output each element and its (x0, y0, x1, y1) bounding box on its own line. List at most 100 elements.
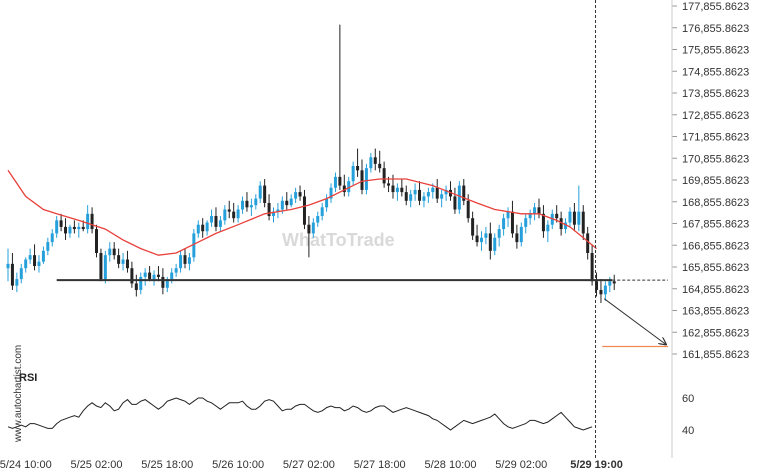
candle-body (192, 233, 196, 258)
time-tick-label: 5/29 19:00 (570, 459, 623, 471)
candle-body (387, 183, 391, 186)
candle-body (444, 189, 448, 195)
candle-body (329, 187, 333, 199)
candle-body (382, 168, 386, 184)
candle-body (484, 233, 488, 238)
time-tick-label: 5/28 10:00 (425, 459, 477, 471)
candle-body (347, 181, 351, 193)
candle-body (325, 198, 329, 208)
candle-body (108, 248, 112, 256)
candle-body (369, 157, 373, 169)
candle-body (395, 187, 399, 193)
candle-body (90, 213, 94, 230)
candle-body (475, 235, 479, 243)
candle-body (112, 248, 116, 256)
candle-body (272, 211, 275, 217)
candle-body (15, 279, 19, 286)
candle-body (86, 213, 90, 230)
candle-body (426, 192, 430, 197)
candle-body (218, 220, 222, 227)
price-tick-label: 173,855.8623 (682, 88, 749, 100)
candle-body (453, 196, 457, 210)
candle-body (360, 170, 364, 190)
candle-body (280, 200, 284, 210)
candle-body (471, 218, 475, 236)
candle-body (81, 226, 85, 230)
candle-body (502, 218, 506, 230)
rsi-tick-label: 60 (682, 393, 694, 405)
rsi-title: RSI (19, 372, 37, 384)
candle-body (143, 272, 147, 277)
candle-body (391, 185, 395, 193)
candle-body (139, 276, 143, 290)
candle-body (196, 224, 200, 234)
time-tick-label: 5/27 02:00 (283, 459, 335, 471)
candle-body (431, 187, 435, 193)
candle-body (174, 268, 178, 273)
candle-body (510, 211, 514, 234)
candle-body (555, 213, 559, 219)
candle-body (289, 198, 293, 206)
candle-body (435, 187, 439, 199)
candle-body (537, 207, 541, 214)
overlays (56, 0, 668, 458)
projection-arrow (603, 298, 666, 345)
candle-body (236, 209, 240, 219)
candle-body (462, 185, 466, 201)
candle-body (564, 222, 568, 230)
candle-body (413, 189, 417, 195)
candle-body (241, 200, 245, 210)
candle-body (506, 211, 510, 219)
candle-body (603, 285, 607, 295)
candle-body (210, 216, 214, 223)
candle-body (161, 276, 165, 288)
price-tick-label: 162,855.8623 (682, 327, 749, 339)
time-tick-label: 5/29 02:00 (495, 459, 547, 471)
rsi-axis: 60 40 (682, 393, 694, 437)
candle-body (6, 263, 10, 269)
candle-body (187, 257, 191, 264)
candle-body (55, 220, 59, 234)
time-tick-label: 5/27 18:00 (354, 459, 406, 471)
candles (6, 24, 616, 304)
price-tick-label: 165,855.8623 (682, 262, 749, 274)
time-tick-label: 5/25 02:00 (71, 459, 123, 471)
candle-body (103, 255, 107, 280)
candle-body (50, 233, 54, 243)
candle-body (524, 218, 528, 227)
price-tick-label: 171,855.8623 (682, 132, 749, 144)
candle-body (99, 252, 103, 280)
candle-body (10, 263, 14, 286)
candle-body (479, 237, 483, 243)
candle-body (577, 211, 581, 225)
candle-body (409, 194, 413, 201)
candle-body (258, 185, 262, 199)
candle-body (183, 255, 187, 264)
candle-body (541, 213, 545, 232)
price-tick-label: 166,855.8623 (682, 240, 749, 252)
candle-body (156, 274, 160, 277)
price-tick-label: 177,855.8623 (682, 1, 749, 13)
price-tick-label: 164,855.8623 (682, 284, 749, 296)
candle-body (46, 242, 50, 251)
time-tick-label: 5/25 18:00 (141, 459, 193, 471)
candle-body (179, 255, 183, 269)
price-tick-label: 161,855.8623 (682, 349, 749, 361)
candle-body (356, 165, 360, 171)
candle-body (342, 185, 346, 193)
candle-body (41, 250, 45, 262)
price-tick-label: 176,855.8623 (682, 23, 749, 35)
candle-body (311, 222, 315, 234)
candle-body (294, 192, 298, 199)
candle-body (497, 229, 501, 238)
candle-body (37, 261, 41, 267)
candle-body (121, 259, 125, 264)
rsi-panel (7, 397, 593, 431)
candle-body (201, 224, 205, 232)
price-tick-label: 175,855.8623 (682, 45, 749, 57)
candle-body (493, 237, 497, 251)
candle-body (559, 218, 563, 230)
candle-body (457, 185, 461, 210)
side-text: www.autochartist.com (13, 345, 24, 443)
